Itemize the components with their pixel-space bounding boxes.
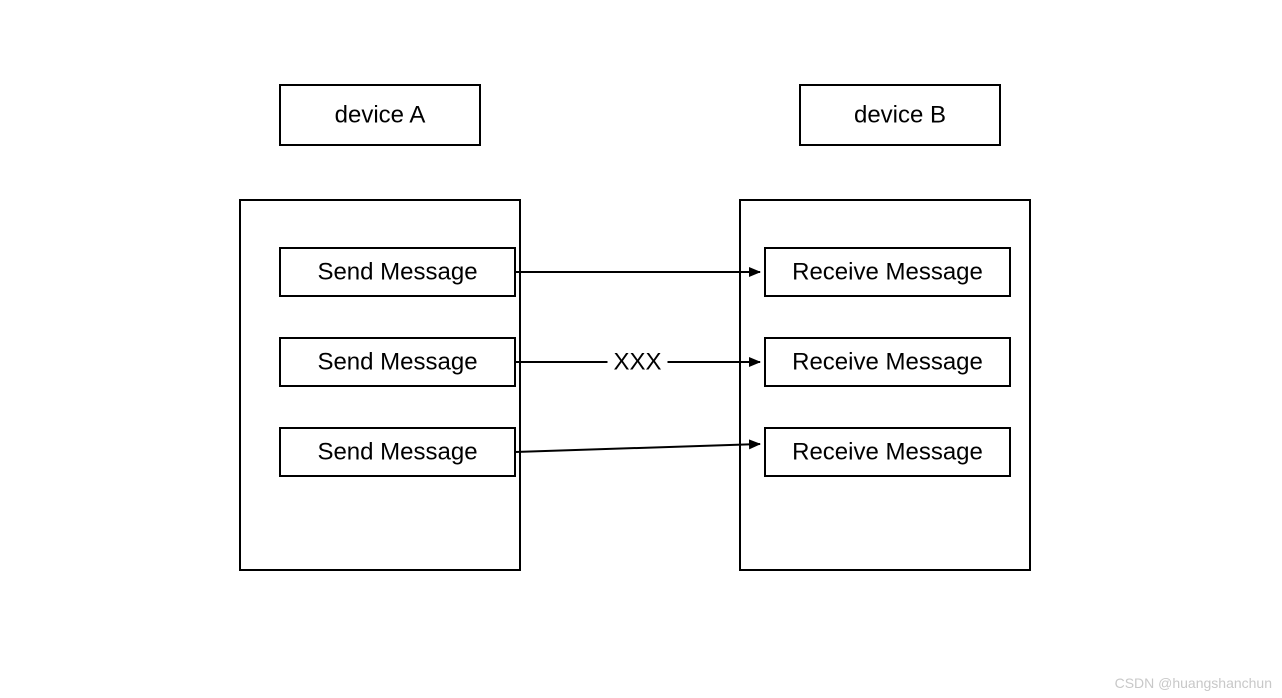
device-a-send-1-label: Send Message [317, 348, 477, 375]
arrow-1-label: XXX [613, 348, 661, 375]
device-b-title-box-label: device B [854, 101, 946, 128]
diagram-canvas: device A Send Message Send Message Send Mes… [0, 0, 1282, 698]
device-b-recv-1-label: Receive Message [792, 348, 983, 375]
arrow-2 [515, 444, 760, 452]
device-a-send-0-label: Send Message [317, 258, 477, 285]
device-b-recv-0-label: Receive Message [792, 258, 983, 285]
device-a-send-2-label: Send Message [317, 438, 477, 465]
device-a-title-box-label: device A [335, 101, 426, 128]
watermark: CSDN @huangshanchun [1115, 675, 1272, 691]
device-b-recv-2-label: Receive Message [792, 438, 983, 465]
